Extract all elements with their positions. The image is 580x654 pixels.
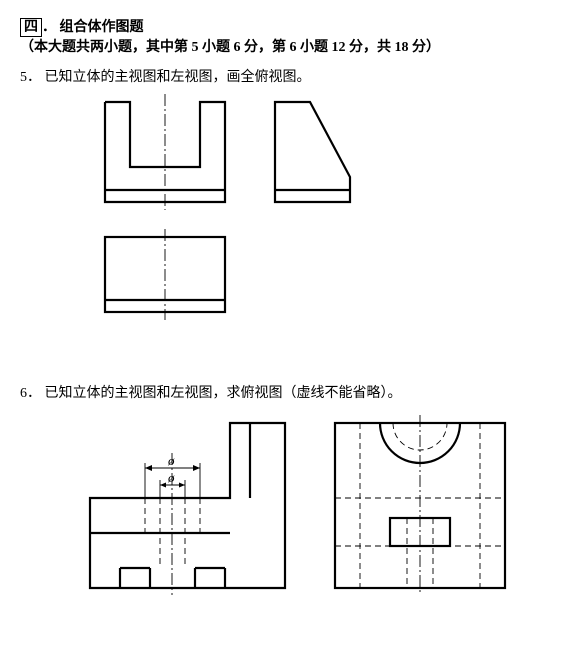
q6-figure: ø ø (20, 408, 560, 608)
q5-side-view (275, 102, 350, 202)
section-header: 四． 组合体作图题（本大题共两小题，其中第 5 小题 6 分，第 6 小题 12… (20, 16, 560, 56)
section-number-box: 四 (20, 18, 42, 37)
q6-text: 已知立体的主视图和左视图，求俯视图（虚线不能省略）。 (45, 386, 402, 401)
q5-top-view (105, 229, 225, 320)
q5-front-view (105, 94, 225, 210)
dim-inner-dia: ø (160, 470, 185, 498)
q5-text: 已知立体的主视图和左视图，画全俯视图。 (45, 70, 311, 85)
phi-label-inner: ø (167, 470, 175, 485)
question-5: 5． 已知立体的主视图和左视图，画全俯视图。 (20, 66, 560, 86)
phi-label-outer: ø (167, 453, 175, 468)
q5-svg (20, 92, 440, 352)
q6-side-view (335, 415, 505, 595)
q6-number: 6 (20, 386, 27, 401)
question-6: 6． 已知立体的主视图和左视图，求俯视图（虚线不能省略）。 (20, 382, 560, 402)
q6-svg: ø ø (20, 408, 540, 608)
section-points: （本大题共两小题，其中第 5 小题 6 分，第 6 小题 12 分，共 18 分… (20, 40, 440, 55)
q6-front-view: ø ø (90, 423, 285, 595)
q5-figure (20, 92, 560, 352)
q5-number: 5 (20, 70, 27, 85)
section-title: 组合体作图题 (60, 20, 144, 35)
